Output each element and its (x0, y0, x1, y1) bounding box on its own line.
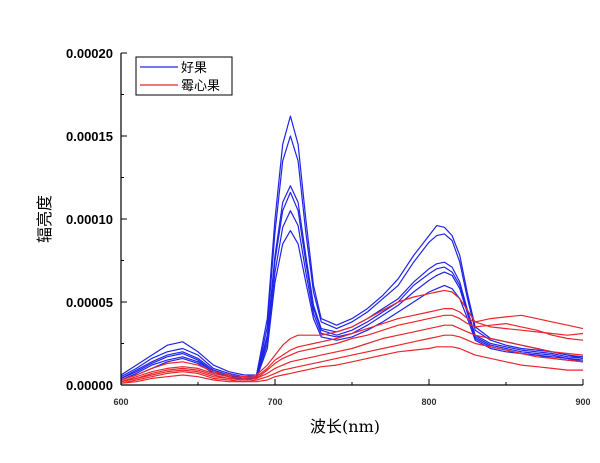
series-line-good-1 (120, 115, 584, 376)
y-tick-label: 0.00010 (66, 212, 113, 227)
series-line-moldy-12 (120, 346, 583, 384)
series-line-good-2 (120, 135, 584, 378)
y-axis-label: 辐亮度 (35, 195, 54, 243)
y-tick-label: 0.00015 (66, 129, 113, 144)
series-line-moldy-7 (120, 289, 584, 381)
y-tick-label: 0.00005 (66, 295, 113, 310)
series-line-good-4 (120, 191, 584, 379)
y-tick-label: 0.00020 (66, 46, 113, 61)
tick-layer: 0.00000 0.00005 0.00010 0.00015 0.00020 600 70… (66, 46, 591, 407)
x-axis-label: 波长(nm) (310, 417, 380, 436)
series-line-good-6 (120, 230, 584, 381)
series-line-moldy-8 (120, 308, 584, 383)
axis-layer (120, 53, 583, 386)
legend-box (135, 56, 233, 96)
x-tick-label: 600 (113, 397, 128, 407)
x-tick-label: 700 (267, 397, 282, 407)
legend-label-moldy: 霉心果 (181, 79, 220, 94)
series-line-moldy-10 (120, 324, 584, 383)
series-layer (120, 115, 584, 384)
series-line-good-3 (120, 185, 584, 379)
series-line-moldy-11 (120, 334, 584, 384)
x-tick-label: 800 (421, 397, 436, 407)
y-tick-label: 0.00000 (66, 378, 113, 393)
legend: 好果 霉心果 (135, 56, 233, 96)
series-line-moldy-9 (120, 314, 584, 383)
legend-label-good: 好果 (181, 61, 207, 76)
x-tick-label: 900 (575, 397, 590, 407)
